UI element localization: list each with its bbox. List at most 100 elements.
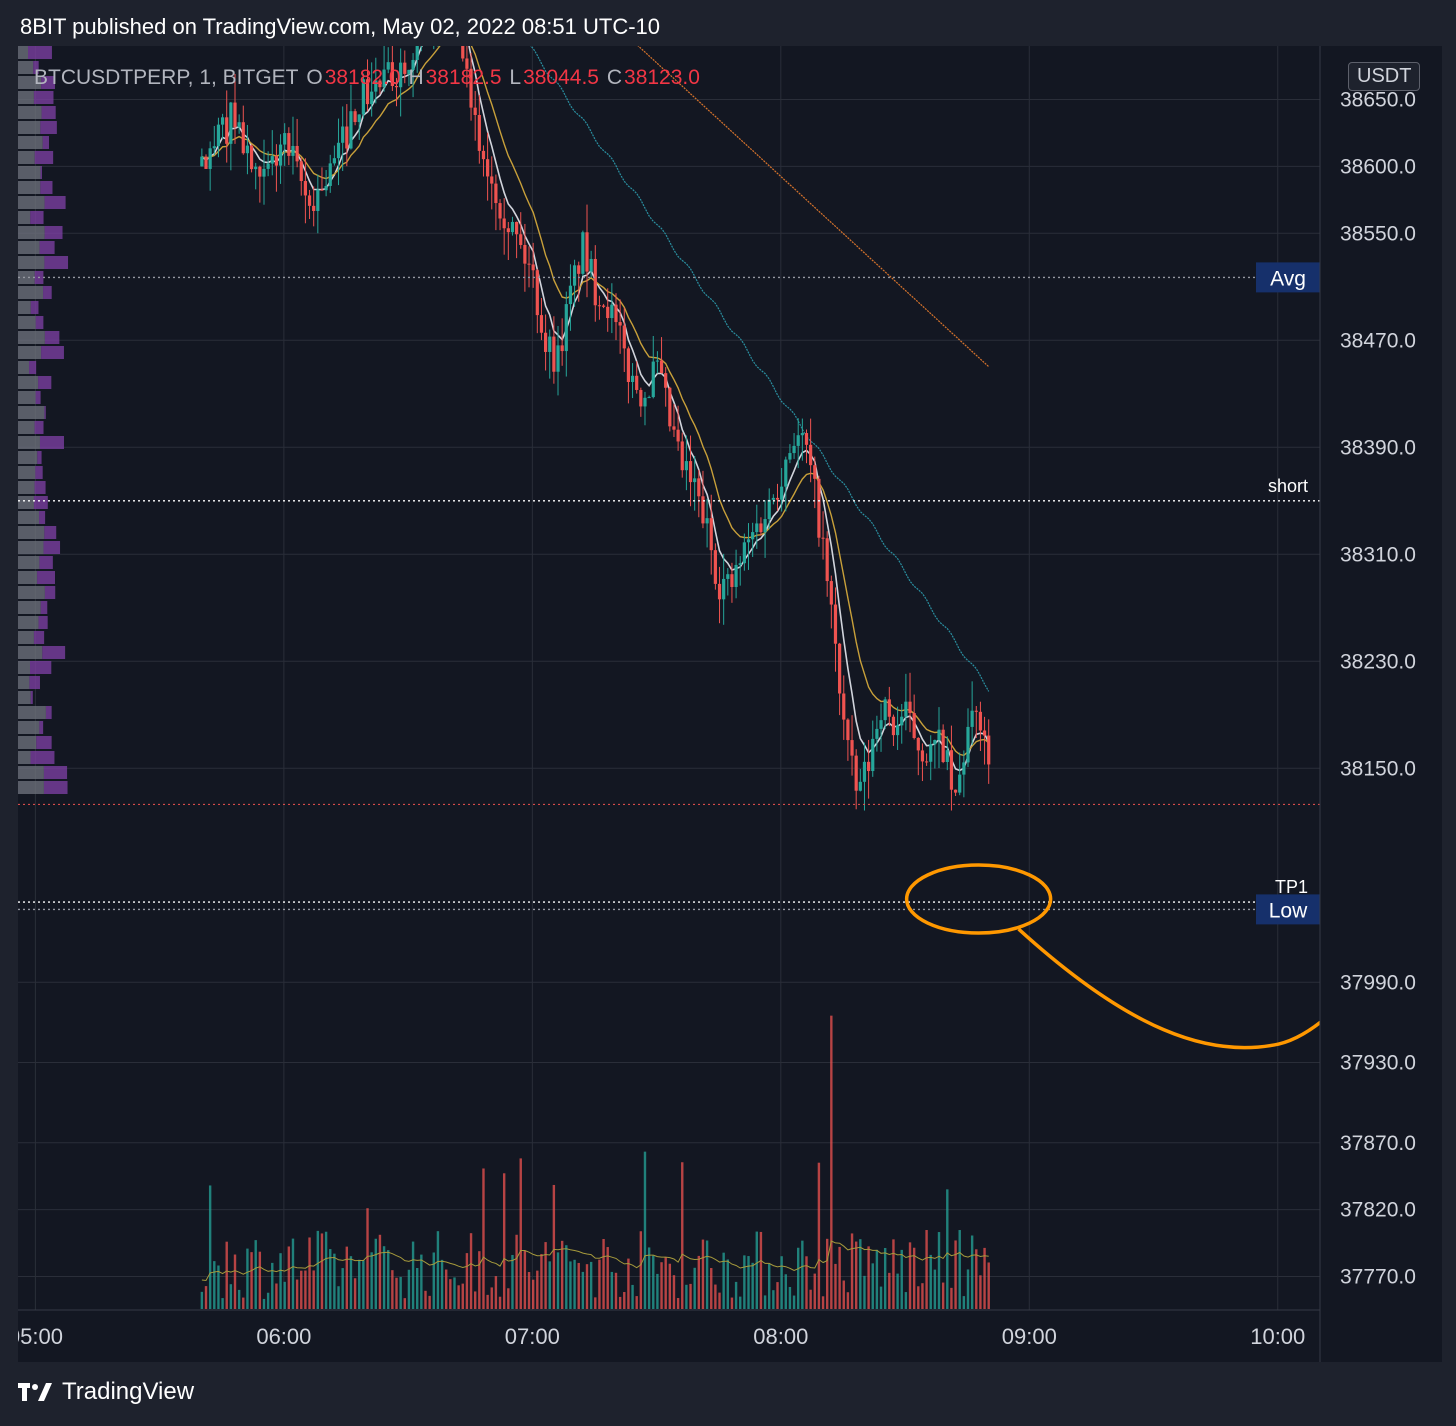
- candle-body: [788, 453, 792, 460]
- candle-body: [780, 486, 784, 500]
- volume-bar: [743, 1255, 746, 1309]
- volume-profile-bar: [18, 136, 43, 149]
- level-tag-bg: [1256, 894, 1320, 925]
- volume-bar: [403, 1298, 406, 1309]
- candle-body: [680, 441, 684, 471]
- volume-bar: [610, 1271, 614, 1309]
- volume-profile-bar: [18, 691, 31, 704]
- candle-body: [618, 322, 622, 326]
- volume-bar: [921, 1283, 924, 1309]
- candle-body: [630, 375, 635, 383]
- candle-body: [684, 461, 688, 471]
- candle-body: [374, 80, 378, 92]
- volume-bar: [428, 1295, 431, 1309]
- candle-body: [742, 542, 746, 564]
- volume-profile-bar: [18, 406, 45, 419]
- volume-bar: [598, 1259, 601, 1309]
- volume-bar: [279, 1253, 282, 1309]
- volume-bar: [556, 1252, 560, 1309]
- volume-bar: [320, 1233, 324, 1309]
- price-chart[interactable]: 38517.0Avg38350.0short38050.0TP138044.5L…: [18, 46, 1442, 1362]
- chart-panel[interactable]: 38517.0Avg38350.0short38050.0TP138044.5L…: [18, 46, 1442, 1362]
- volume-bar: [229, 1284, 233, 1309]
- time-tick-label: 09:00: [1002, 1324, 1057, 1349]
- volume-bar: [834, 1263, 837, 1309]
- candle-body: [336, 142, 341, 159]
- candle-body: [266, 163, 270, 169]
- volume-bar: [892, 1239, 895, 1309]
- volume-bar: [565, 1245, 568, 1309]
- level-tag-label: Low: [1269, 899, 1308, 922]
- volume-bar: [838, 1246, 841, 1309]
- volume-bar: [722, 1252, 725, 1309]
- open-value: 38182.0: [324, 66, 401, 89]
- candle-body: [639, 389, 643, 407]
- candle-body: [953, 789, 958, 793]
- volume-bar: [962, 1296, 966, 1309]
- volume-bar: [531, 1279, 535, 1309]
- volume-profile-bar: [44, 526, 57, 539]
- symbol-label[interactable]: BTCUSDTPERP, 1, BITGET: [34, 66, 299, 89]
- candle-body: [328, 163, 332, 186]
- volume-profile-bar: [18, 196, 45, 209]
- volume-bar: [664, 1257, 667, 1309]
- volume-profile-bar: [44, 331, 60, 344]
- volume-bar: [718, 1292, 721, 1309]
- candle-body: [208, 148, 212, 169]
- candle-body: [697, 478, 701, 497]
- volume-bar: [970, 1235, 974, 1309]
- volume-bar: [213, 1261, 216, 1309]
- high-value: 38182.5: [425, 66, 502, 89]
- candle-body: [904, 701, 908, 717]
- volume-bar: [883, 1247, 887, 1309]
- volume-profile-bar: [18, 496, 34, 509]
- candle-body: [490, 176, 494, 184]
- volume-profile-bar: [18, 361, 30, 374]
- volume-bar: [950, 1287, 953, 1309]
- candle-body: [531, 264, 535, 271]
- candle-body: [303, 181, 308, 196]
- volume-bar: [382, 1246, 386, 1309]
- candle-body: [258, 166, 262, 177]
- candle-body: [220, 117, 225, 125]
- candle-body: [829, 581, 833, 605]
- volume-profile-bar: [40, 181, 53, 194]
- candle-body: [274, 156, 279, 166]
- volume-bar: [842, 1280, 845, 1309]
- volume-bar: [304, 1270, 307, 1309]
- candle-body: [804, 433, 809, 445]
- open-label: O: [306, 66, 323, 89]
- volume-bar: [830, 1015, 833, 1309]
- volume-bar: [291, 1238, 295, 1309]
- candle-body: [937, 729, 941, 740]
- volume-bar: [266, 1292, 270, 1309]
- candle-body: [726, 574, 730, 579]
- volume-profile-bar: [18, 586, 45, 599]
- currency-button[interactable]: USDT: [1348, 62, 1421, 91]
- volume-profile-bar: [18, 376, 39, 389]
- candle-body: [287, 133, 291, 156]
- candle-body: [212, 146, 216, 149]
- candle-body: [895, 725, 900, 736]
- candle-body: [614, 304, 618, 323]
- volume-bar: [271, 1262, 274, 1309]
- candle-body: [792, 445, 796, 454]
- candle-body: [577, 265, 581, 274]
- tradingview-logo-icon: [18, 1383, 52, 1401]
- candle-body: [606, 306, 610, 319]
- volume-profile-bar: [18, 631, 34, 644]
- candle-body: [817, 478, 821, 538]
- volume-profile-bar: [18, 571, 38, 584]
- candle-body: [515, 221, 519, 235]
- level-tag-label: TP1: [1275, 877, 1308, 897]
- annotation-arrow: [1017, 927, 1375, 1050]
- candle-body: [655, 360, 660, 362]
- volume-profile-bar: [30, 691, 33, 704]
- volume-profile-bar: [18, 346, 42, 359]
- candle-body: [862, 761, 867, 782]
- candle-body: [498, 203, 502, 219]
- candle-body: [887, 699, 891, 717]
- volume-bar: [975, 1249, 978, 1309]
- candle-body: [987, 735, 991, 765]
- volume-profile-bar: [18, 91, 34, 104]
